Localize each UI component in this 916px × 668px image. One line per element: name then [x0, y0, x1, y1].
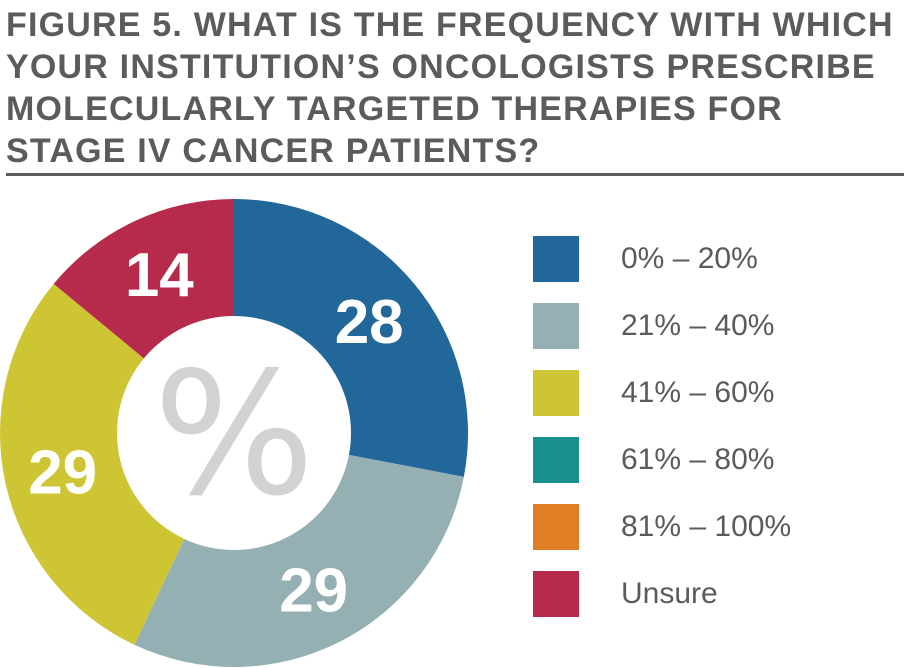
legend-item: Unsure	[533, 571, 893, 617]
legend-label: Unsure	[621, 577, 718, 610]
chart-title: FIGURE 5. WHAT IS THE FREQUENCY WITH WHI…	[6, 6, 894, 170]
donut-chart: % 28 29 29 14	[0, 199, 469, 668]
legend-label: 81% – 100%	[621, 510, 792, 543]
legend-item: 21% – 40%	[533, 303, 893, 349]
legend-item: 81% – 100%	[533, 504, 893, 550]
slice-value-label: 28	[335, 288, 404, 357]
slice-41-60	[0, 283, 234, 645]
legend-swatch	[533, 504, 579, 550]
title-divider	[6, 173, 904, 176]
slice-value-label: 14	[125, 241, 194, 310]
legend-item: 61% – 80%	[533, 437, 893, 483]
legend-label: 41% – 60%	[621, 376, 775, 409]
legend-label: 0% – 20%	[621, 242, 758, 275]
legend-swatch	[533, 370, 579, 416]
legend-swatch	[533, 571, 579, 617]
slice-value-label: 29	[279, 556, 348, 625]
percent-sign-icon: %	[153, 336, 315, 534]
slice-labels-layer: 28 29 29 14	[28, 241, 403, 625]
slice-value-label: 29	[28, 438, 97, 507]
legend-swatch	[533, 437, 579, 483]
donut-hole	[117, 316, 351, 550]
legend-label: 61% – 80%	[621, 443, 775, 476]
legend-item: 41% – 60%	[533, 370, 893, 416]
legend-swatch	[533, 236, 579, 282]
legend-item: 0% – 20%	[533, 236, 893, 282]
legend-label: 21% – 40%	[621, 309, 775, 342]
legend-swatch	[533, 303, 579, 349]
